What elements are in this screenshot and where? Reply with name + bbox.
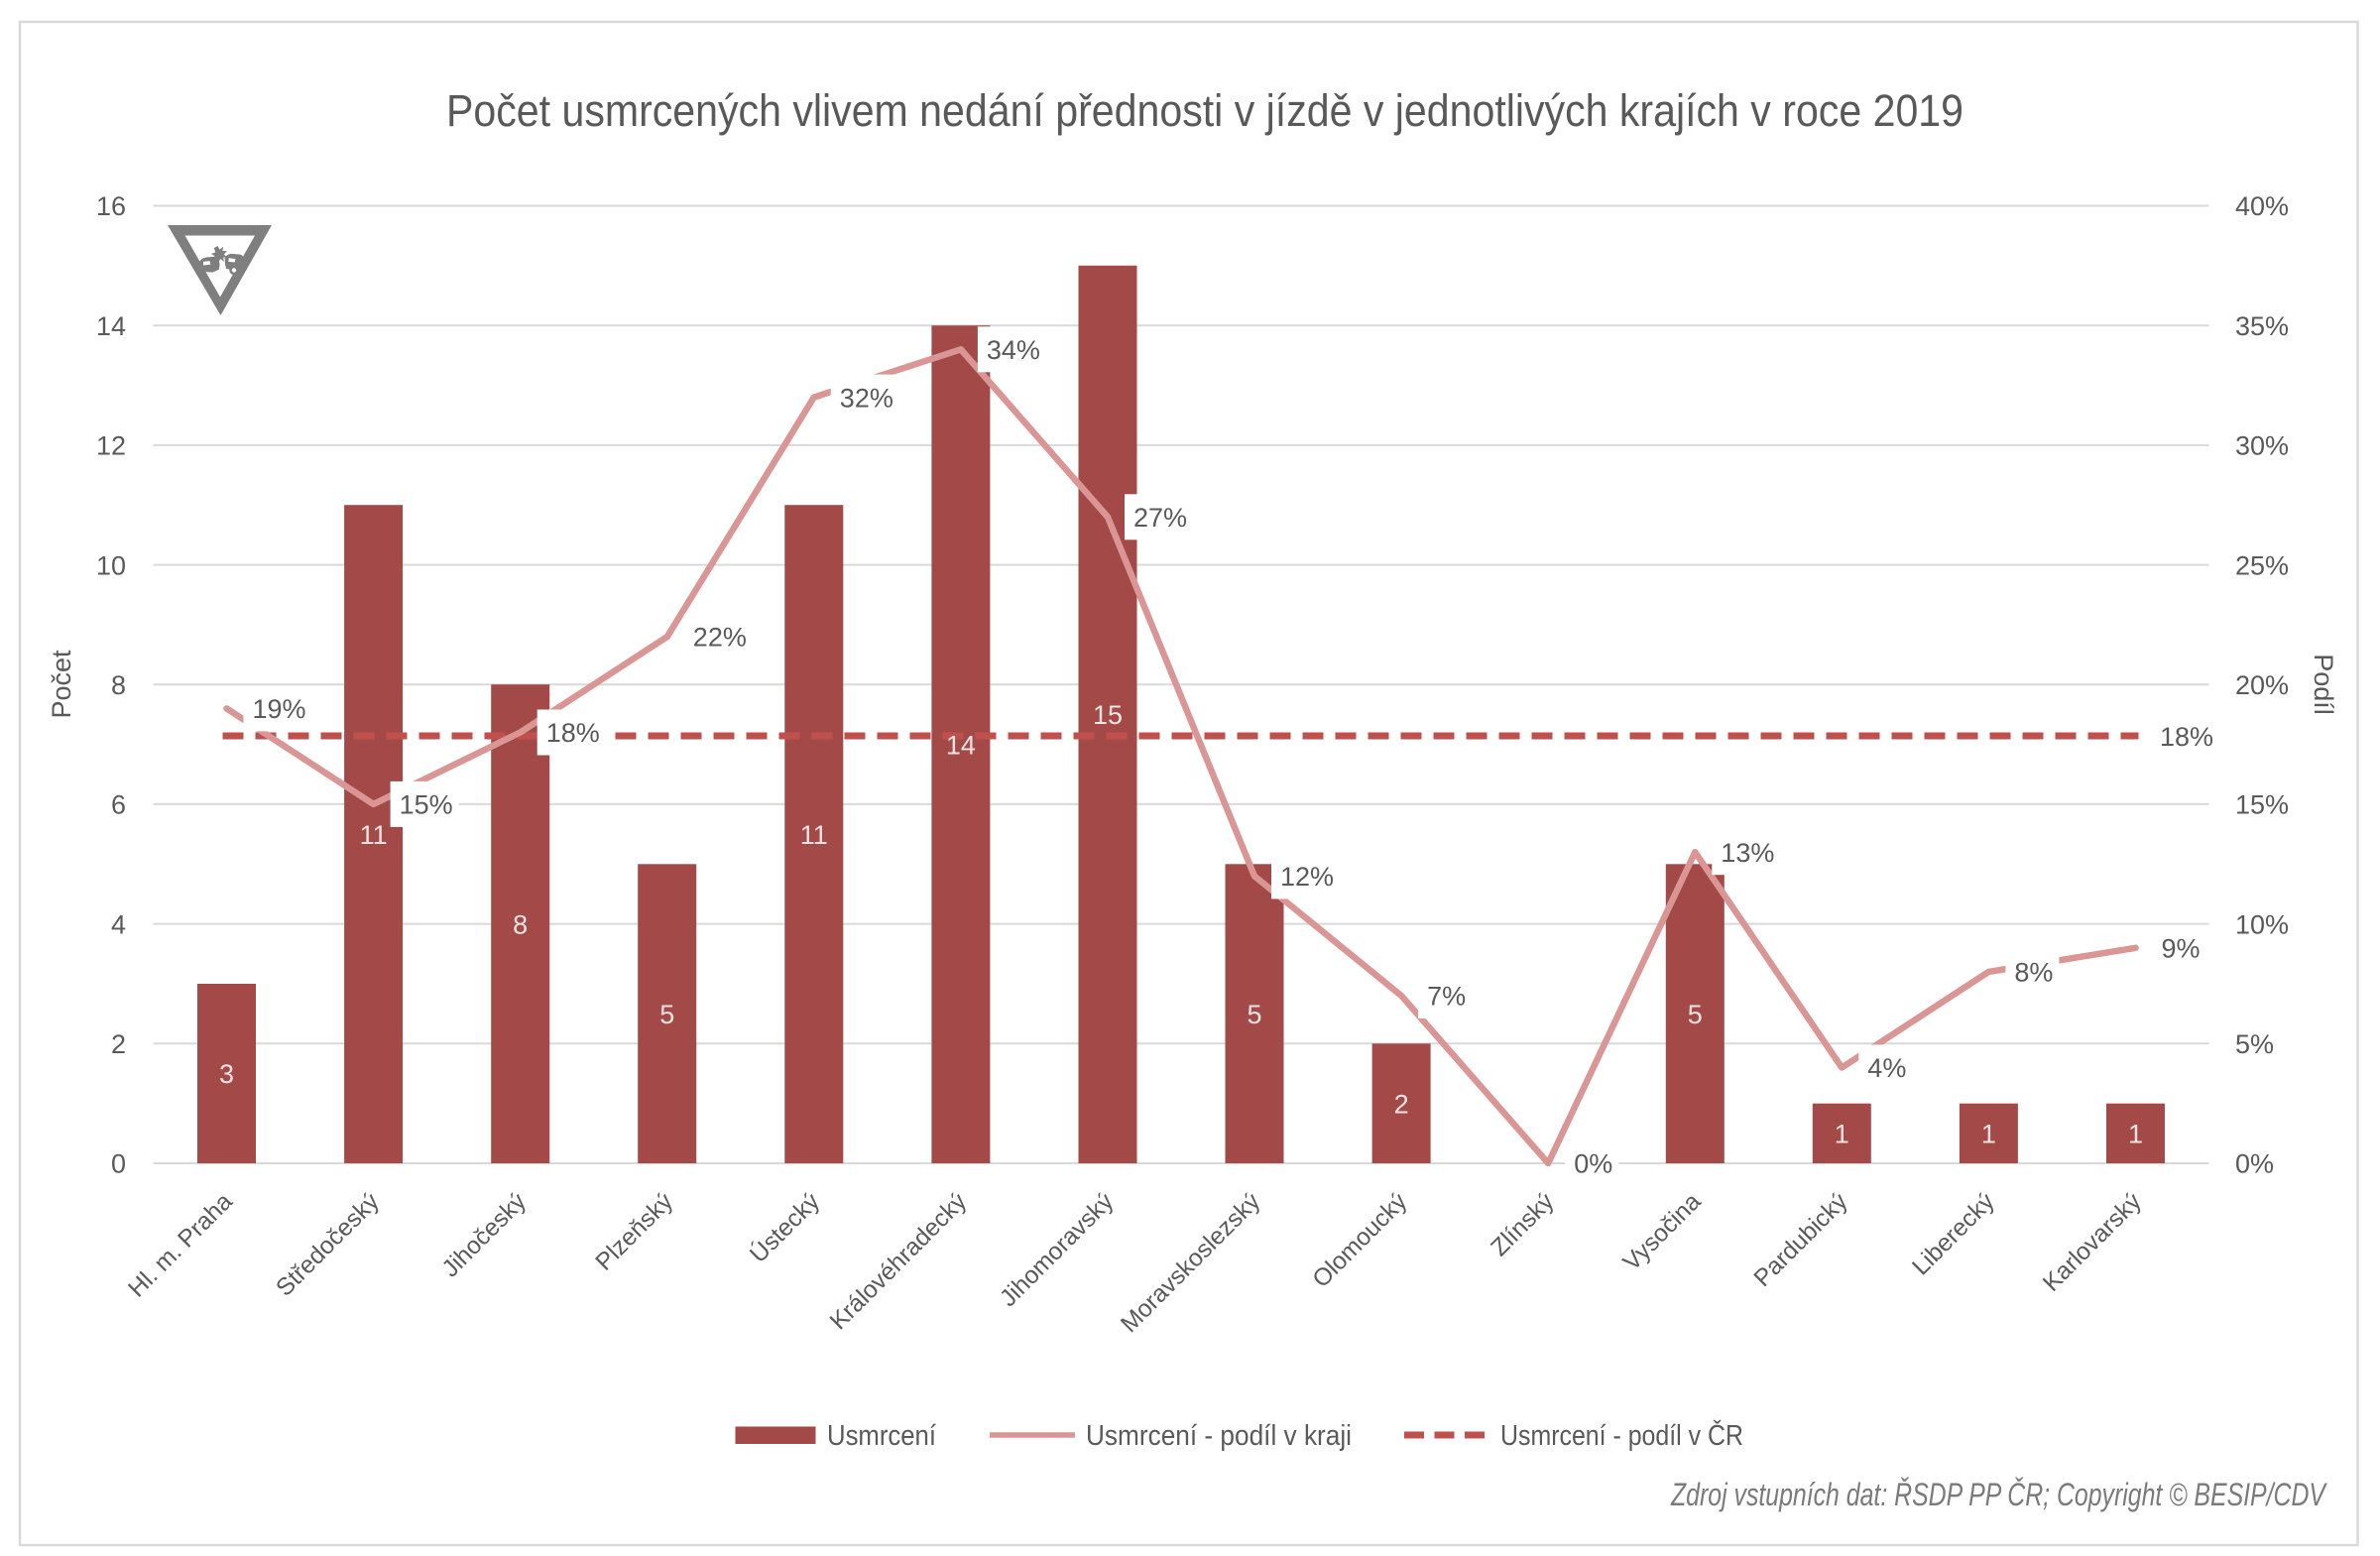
svg-text:Usmrcení - podíl v kraji: Usmrcení - podíl v kraji (1086, 1420, 1352, 1452)
svg-text:Usmrcení - podíl v ČR: Usmrcení - podíl v ČR (1500, 1418, 1743, 1452)
svg-text:10%: 10% (2235, 909, 2289, 939)
svg-text:Zdroj vstupních dat: ŘSDP PP Č: Zdroj vstupních dat: ŘSDP PP ČR; Copyrig… (1670, 1477, 2327, 1512)
svg-text:22%: 22% (693, 623, 747, 653)
svg-text:5: 5 (659, 1000, 674, 1029)
svg-text:2: 2 (111, 1029, 126, 1059)
svg-text:0%: 0% (1574, 1149, 1612, 1179)
svg-text:14: 14 (946, 730, 976, 760)
svg-text:15: 15 (1093, 700, 1123, 730)
svg-text:11: 11 (800, 820, 828, 850)
svg-text:40%: 40% (2235, 191, 2289, 221)
svg-text:15%: 15% (2235, 790, 2289, 820)
svg-text:13%: 13% (1721, 838, 1774, 868)
svg-text:3: 3 (219, 1059, 234, 1089)
svg-text:2: 2 (1394, 1089, 1409, 1119)
svg-text:15%: 15% (400, 790, 453, 820)
svg-text:4: 4 (111, 909, 126, 939)
svg-text:18%: 18% (546, 718, 600, 748)
svg-text:Počet usmrcených vlivem nedání: Počet usmrcených vlivem nedání přednosti… (446, 85, 1964, 136)
svg-text:35%: 35% (2235, 311, 2289, 341)
svg-text:0: 0 (111, 1149, 126, 1179)
svg-text:20%: 20% (2235, 670, 2289, 700)
svg-text:Usmrcení: Usmrcení (827, 1420, 936, 1452)
svg-text:9%: 9% (2162, 934, 2201, 964)
svg-text:27%: 27% (1133, 503, 1187, 533)
svg-text:10: 10 (96, 550, 126, 580)
svg-text:19%: 19% (253, 694, 306, 724)
svg-text:25%: 25% (2235, 550, 2289, 580)
svg-text:5: 5 (1688, 1000, 1703, 1029)
svg-text:Podíl: Podíl (2309, 654, 2338, 715)
svg-text:16: 16 (96, 191, 126, 221)
svg-text:12%: 12% (1280, 862, 1334, 892)
svg-text:18%: 18% (2160, 722, 2213, 752)
svg-text:14: 14 (96, 311, 126, 341)
svg-text:8: 8 (111, 670, 126, 700)
svg-text:1: 1 (2128, 1120, 2143, 1149)
svg-text:6: 6 (111, 790, 126, 820)
svg-text:1: 1 (1981, 1120, 1996, 1149)
svg-text:8: 8 (513, 909, 528, 939)
svg-text:Počet: Počet (47, 650, 76, 719)
svg-text:32%: 32% (840, 383, 893, 413)
svg-text:30%: 30% (2235, 431, 2289, 461)
svg-text:7%: 7% (1427, 982, 1466, 1012)
svg-text:8%: 8% (2014, 958, 2053, 988)
svg-text:34%: 34% (987, 335, 1040, 365)
svg-text:12: 12 (96, 431, 126, 461)
svg-text:11: 11 (360, 820, 388, 850)
svg-text:1: 1 (1835, 1120, 1849, 1149)
svg-text:0%: 0% (2235, 1149, 2274, 1179)
svg-text:4%: 4% (1867, 1053, 1906, 1083)
svg-text:5: 5 (1247, 1000, 1261, 1029)
svg-text:5%: 5% (2235, 1029, 2274, 1059)
